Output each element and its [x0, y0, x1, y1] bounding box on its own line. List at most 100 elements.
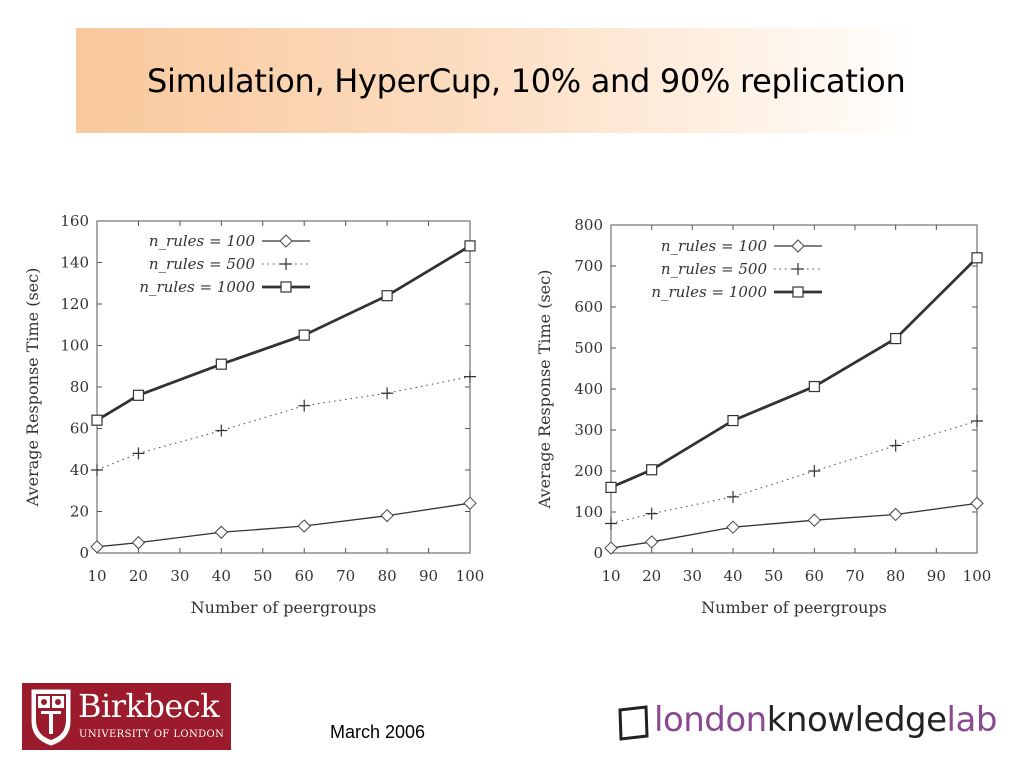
x-tick-label: 70	[845, 567, 864, 585]
data-point	[727, 490, 739, 503]
data-point	[381, 290, 393, 302]
y-tick-label: 140	[60, 254, 89, 272]
lkl-logo: londonknowledgelab	[616, 698, 1016, 748]
legend-marker	[792, 263, 804, 275]
series-line	[610, 420, 978, 524]
x-tick-label: 80	[886, 567, 905, 585]
series-line	[610, 256, 978, 489]
data-point	[90, 540, 104, 554]
data-point	[380, 508, 394, 523]
footer-date: March 2006	[330, 722, 426, 742]
data-point	[464, 370, 476, 383]
x-tick-label: 90	[419, 567, 438, 585]
data-point	[727, 414, 739, 427]
data-point	[808, 380, 820, 393]
chart-left: 0 20 40 60 80 100 120 140 160 10 20 30 40 50 60 70 80 90 1…	[23, 212, 485, 617]
data-point	[808, 465, 821, 477]
data-point	[888, 507, 903, 522]
data-point	[971, 252, 983, 264]
data-point	[131, 535, 146, 550]
data-point	[132, 447, 145, 460]
y-tick-label: 700	[574, 257, 603, 275]
series-2	[91, 240, 476, 426]
crest-icon	[31, 689, 71, 746]
data-point	[605, 481, 617, 493]
y-tick-label: 600	[574, 298, 603, 316]
data-point	[644, 535, 659, 549]
x-tick-label: 70	[336, 567, 355, 585]
legend-entry: n_rules = 1000	[651, 283, 822, 301]
x-tick-label: 90	[927, 567, 946, 585]
y-axis-label: Average Response Time (sec)	[23, 268, 42, 508]
birkbeck-name: Birkbeck	[78, 687, 220, 725]
y-tick-label: 100	[574, 503, 603, 521]
legend-entry: n_rules = 1000	[139, 278, 310, 296]
data-point	[215, 424, 228, 437]
series-line	[96, 244, 471, 422]
data-point	[215, 358, 227, 370]
series-1	[605, 414, 983, 530]
x-tick-label: 10	[87, 567, 106, 585]
data-point	[890, 332, 902, 345]
chart-right: 0 100 200 300 400 500 600 700 800 10 20 30 40 50 60 70 8…	[535, 216, 992, 617]
y-tick-label: 80	[70, 378, 89, 396]
x-tick-label: 50	[764, 567, 783, 585]
data-point	[298, 399, 311, 412]
data-point	[970, 496, 984, 511]
slide-title: Simulation, HyperCup, 10% and 90% replic…	[147, 62, 906, 100]
series-0	[90, 496, 477, 554]
legend-entry: n_rules = 500	[149, 255, 310, 273]
x-tick-label: 80	[378, 567, 397, 585]
data-point	[381, 387, 394, 400]
data-point	[889, 439, 902, 452]
data-point	[726, 520, 740, 534]
legend-marker	[280, 258, 292, 270]
series-2	[605, 252, 983, 493]
legend-label: n_rules = 1000	[651, 283, 767, 301]
x-axis-label: Number of peergroups	[191, 598, 377, 617]
x-tick-label: 60	[805, 567, 824, 585]
x-tick-label: 100	[456, 567, 485, 585]
series-0	[604, 496, 984, 555]
y-tick-label: 0	[593, 544, 603, 562]
data-point	[464, 240, 476, 252]
data-point	[807, 513, 822, 527]
y-tick-label: 400	[574, 380, 603, 398]
x-tick-label: 10	[601, 567, 620, 585]
y-tick-label: 120	[60, 295, 89, 313]
lkl-wordmark: londonknowledgelab	[654, 700, 997, 740]
x-axis-label: Number of peergroups	[701, 598, 887, 617]
data-point	[463, 496, 477, 510]
lkl-word-lab: lab	[946, 700, 998, 740]
x-tick-label: 30	[170, 567, 189, 585]
x-tick-label: 60	[295, 567, 314, 585]
data-point	[646, 464, 658, 476]
x-tick-label: 30	[683, 567, 702, 585]
legend-entry: n_rules = 100	[149, 232, 310, 250]
legend-marker	[279, 234, 293, 248]
lkl-word-knowledge: knowledge	[766, 700, 947, 740]
x-tick-label: 40	[212, 567, 231, 585]
y-tick-label: 800	[574, 216, 603, 234]
legend-label: n_rules = 500	[661, 260, 768, 278]
x-tick-label: 20	[642, 567, 661, 585]
legend-entry: n_rules = 500	[661, 260, 822, 278]
data-point	[132, 389, 145, 401]
data-point	[645, 507, 658, 520]
data-point	[971, 414, 983, 427]
lkl-square-icon	[618, 705, 649, 741]
y-tick-label: 300	[574, 421, 603, 439]
data-point	[214, 525, 229, 539]
legend-entry: n_rules = 100	[661, 237, 822, 255]
series-line	[610, 502, 978, 549]
y-tick-label: 0	[79, 544, 89, 562]
series-1	[91, 370, 476, 476]
data-point	[298, 329, 310, 341]
x-tick-label: 100	[963, 567, 992, 585]
y-tick-label: 60	[70, 420, 89, 438]
x-tick-label: 50	[253, 567, 272, 585]
legend-marker	[792, 286, 804, 298]
data-point	[605, 517, 617, 530]
x-tick-label: 40	[723, 567, 742, 585]
legend-marker	[791, 239, 805, 253]
